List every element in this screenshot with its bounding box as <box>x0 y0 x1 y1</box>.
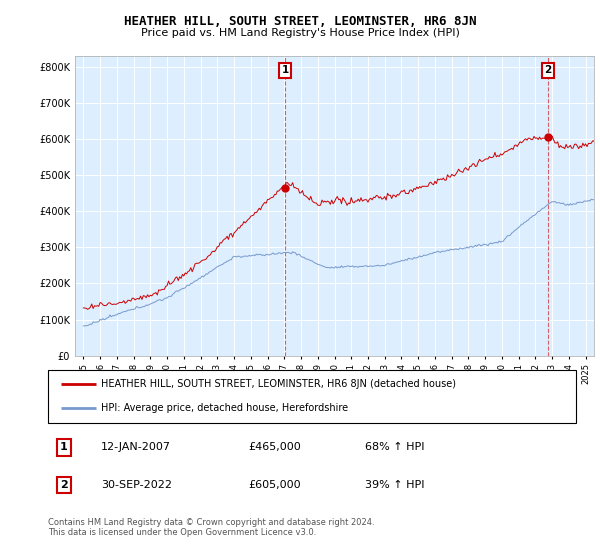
Text: 39% ↑ HPI: 39% ↑ HPI <box>365 480 424 490</box>
Text: 12-JAN-2007: 12-JAN-2007 <box>101 442 171 452</box>
Text: 1: 1 <box>281 66 289 76</box>
Text: 2: 2 <box>544 66 551 76</box>
Text: 1: 1 <box>60 442 68 452</box>
Text: HEATHER HILL, SOUTH STREET, LEOMINSTER, HR6 8JN (detached house): HEATHER HILL, SOUTH STREET, LEOMINSTER, … <box>101 379 456 389</box>
FancyBboxPatch shape <box>48 370 576 423</box>
Text: 68% ↑ HPI: 68% ↑ HPI <box>365 442 424 452</box>
Text: Price paid vs. HM Land Registry's House Price Index (HPI): Price paid vs. HM Land Registry's House … <box>140 28 460 38</box>
Text: £605,000: £605,000 <box>248 480 301 490</box>
Text: 30-SEP-2022: 30-SEP-2022 <box>101 480 172 490</box>
Text: £465,000: £465,000 <box>248 442 301 452</box>
Text: HPI: Average price, detached house, Herefordshire: HPI: Average price, detached house, Here… <box>101 403 348 413</box>
Text: 2: 2 <box>60 480 68 490</box>
Text: Contains HM Land Registry data © Crown copyright and database right 2024.
This d: Contains HM Land Registry data © Crown c… <box>48 518 374 538</box>
Text: HEATHER HILL, SOUTH STREET, LEOMINSTER, HR6 8JN: HEATHER HILL, SOUTH STREET, LEOMINSTER, … <box>124 15 476 28</box>
